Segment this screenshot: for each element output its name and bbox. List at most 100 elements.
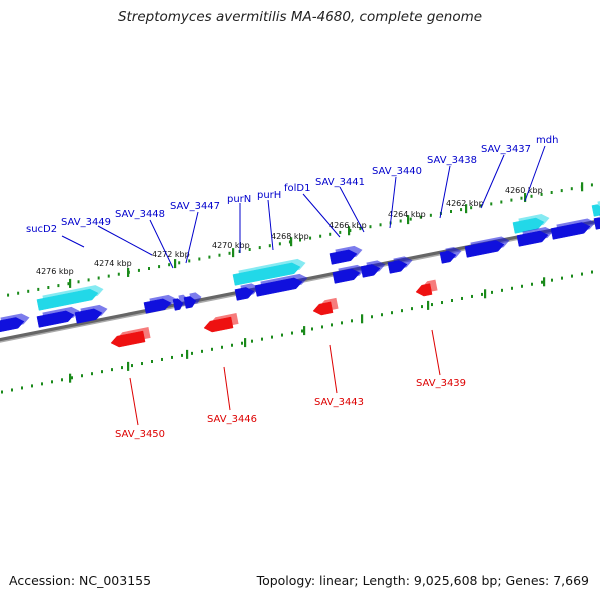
upper-ruler-minor-tick (450, 210, 452, 213)
upper-ruler-minor-tick (87, 278, 90, 282)
upper-scale-ruler (7, 182, 593, 297)
reverse-gene-sav-3439[interactable] (415, 283, 433, 297)
reverse-gene-sav-3446[interactable] (203, 316, 234, 333)
lower-ruler-minor-tick (11, 388, 13, 392)
lower-ruler-minor-tick (171, 355, 173, 359)
forward-gene-sav-3438[interactable] (439, 250, 457, 264)
gene-label-mdh[interactable]: mdh (536, 135, 558, 146)
forward-gene-sav-3451[interactable] (0, 317, 25, 333)
forward-gene-edge[interactable] (593, 217, 600, 230)
upper-ruler-minor-tick (137, 268, 140, 272)
lower-ruler-minor-tick (591, 270, 593, 274)
upper-ruler-minor-tick (7, 293, 10, 297)
leader-sav-3449 (97, 225, 153, 256)
lower-ruler-major-tick-0 (69, 373, 72, 383)
gene-label-sav-3446[interactable]: SAV_3446 (207, 414, 257, 425)
scale-labels: 4276 kbp 4274 kbp 4272 kbp 4270 kbp 4268… (36, 186, 543, 276)
forward-gene-fold1[interactable] (329, 249, 358, 265)
rna-gene-middle[interactable] (232, 262, 301, 286)
gene-label-purn[interactable]: purN (227, 194, 251, 205)
forward-gene-mdh[interactable] (516, 230, 549, 247)
forward-gene-sav-3449[interactable] (74, 308, 103, 324)
forward-gene-sav-3437[interactable] (464, 240, 505, 258)
upper-ruler-minor-tick (47, 286, 50, 289)
leader-sav-3437 (480, 154, 505, 209)
rna-gene-right[interactable] (512, 217, 545, 234)
leader-sav-3450 (129, 377, 139, 426)
upper-ruler-major-tick-0 (69, 278, 72, 288)
forward-gene-purn[interactable] (234, 287, 255, 301)
leader-sav-3441 (339, 186, 365, 233)
upper-ruler-major-tick-4 (290, 237, 293, 247)
forward-gene-sav-3447a[interactable] (172, 298, 184, 311)
lower-ruler-minor-tick (481, 292, 483, 296)
forward-gene-sav-3447b[interactable] (183, 296, 197, 309)
gene-label-sav-3439[interactable]: SAV_3439 (416, 378, 466, 389)
lower-ruler-minor-tick (281, 333, 283, 337)
forward-gene-purh[interactable] (254, 277, 303, 297)
lower-ruler-major-tick-6 (427, 300, 430, 310)
lower-ruler-minor-tick (121, 366, 123, 370)
lower-ruler-major-tick-1 (127, 361, 130, 371)
gene-label-sav-3447[interactable]: SAV_3447 (170, 201, 220, 212)
reverse-gene-sav-3443[interactable] (312, 301, 334, 316)
gene-labels: sucD2 SAV_3449 SAV_3448 SAV_3447 purN pu… (26, 135, 558, 440)
forward-gene-sav-3442[interactable] (332, 268, 361, 284)
upper-ruler-minor-tick (530, 194, 533, 198)
lower-ruler-minor-tick (81, 374, 83, 378)
gene-label-sav-3449[interactable]: SAV_3449 (61, 217, 111, 228)
gene-label-sav-3448[interactable]: SAV_3448 (115, 209, 165, 220)
forward-gene-sav-3440[interactable] (387, 260, 408, 274)
upper-ruler-minor-tick (97, 276, 100, 280)
upper-ruler-minor-tick (198, 257, 201, 261)
lower-ruler-minor-tick (571, 274, 573, 278)
gene-label-sav-3440[interactable]: SAV_3440 (372, 166, 422, 177)
upper-ruler-minor-tick (148, 267, 150, 270)
upper-ruler-minor-tick (299, 238, 301, 242)
upper-ruler-minor-tick (268, 244, 271, 248)
gene-label-sav-3438[interactable]: SAV_3438 (427, 155, 477, 166)
gene-label-sav-3441[interactable]: SAV_3441 (315, 177, 365, 188)
lower-ruler-major-tick-7 (484, 289, 487, 299)
leader-sav-3439 (431, 329, 441, 376)
lower-ruler-minor-tick (31, 384, 33, 388)
forward-gene-sav-3448[interactable] (143, 298, 172, 314)
lower-ruler-minor-tick (371, 315, 373, 319)
gene-label-sav-3443[interactable]: SAV_3443 (314, 397, 364, 408)
upper-ruler-minor-tick (470, 206, 473, 210)
upper-ruler-minor-tick (17, 291, 20, 295)
rna-gene-left[interactable] (36, 288, 99, 311)
scale-label-4276: 4276 kbp (36, 267, 74, 276)
gene-label-sav-3450[interactable]: SAV_3450 (115, 429, 165, 440)
upper-ruler-minor-tick (520, 196, 523, 200)
upper-ruler-minor-tick (419, 215, 422, 219)
upper-ruler-minor-tick (117, 272, 120, 276)
lower-ruler-minor-tick (51, 380, 53, 384)
upper-ruler-minor-tick (208, 255, 211, 259)
lower-ruler-minor-tick (271, 335, 273, 339)
forward-gene-sav-3441[interactable] (360, 264, 381, 278)
lower-ruler-minor-tick (381, 313, 383, 317)
forward-gene-sav-3435[interactable] (550, 222, 591, 240)
lower-ruler-minor-tick (291, 331, 293, 335)
gene-label-purh[interactable]: purH (257, 190, 281, 201)
reverse-gene-sav-3450[interactable] (110, 330, 146, 348)
upper-ruler-minor-tick (288, 240, 291, 244)
accession-text: Accession: NC_003155 (9, 573, 152, 588)
upper-ruler-major-tick-6 (407, 215, 410, 225)
lower-ruler-minor-tick (131, 364, 133, 368)
forward-gene-sucd2[interactable] (36, 310, 75, 328)
upper-ruler-minor-tick (409, 217, 412, 221)
scale-label-4266: 4266 kbp (329, 221, 367, 230)
lower-ruler-minor-tick (451, 299, 453, 302)
gene-label-sucd2[interactable]: sucD2 (26, 224, 57, 235)
gene-label-sav-3437[interactable]: SAV_3437 (481, 144, 531, 155)
upper-ruler-minor-tick (429, 213, 432, 217)
lower-ruler-minor-tick (261, 337, 263, 341)
lower-ruler-minor-tick (21, 386, 23, 390)
rna-gene-edge[interactable] (591, 204, 600, 217)
gene-label-fold1[interactable]: folD1 (284, 183, 310, 194)
lower-ruler-minor-tick (581, 272, 583, 276)
upper-ruler-major-tick-7 (465, 204, 468, 214)
